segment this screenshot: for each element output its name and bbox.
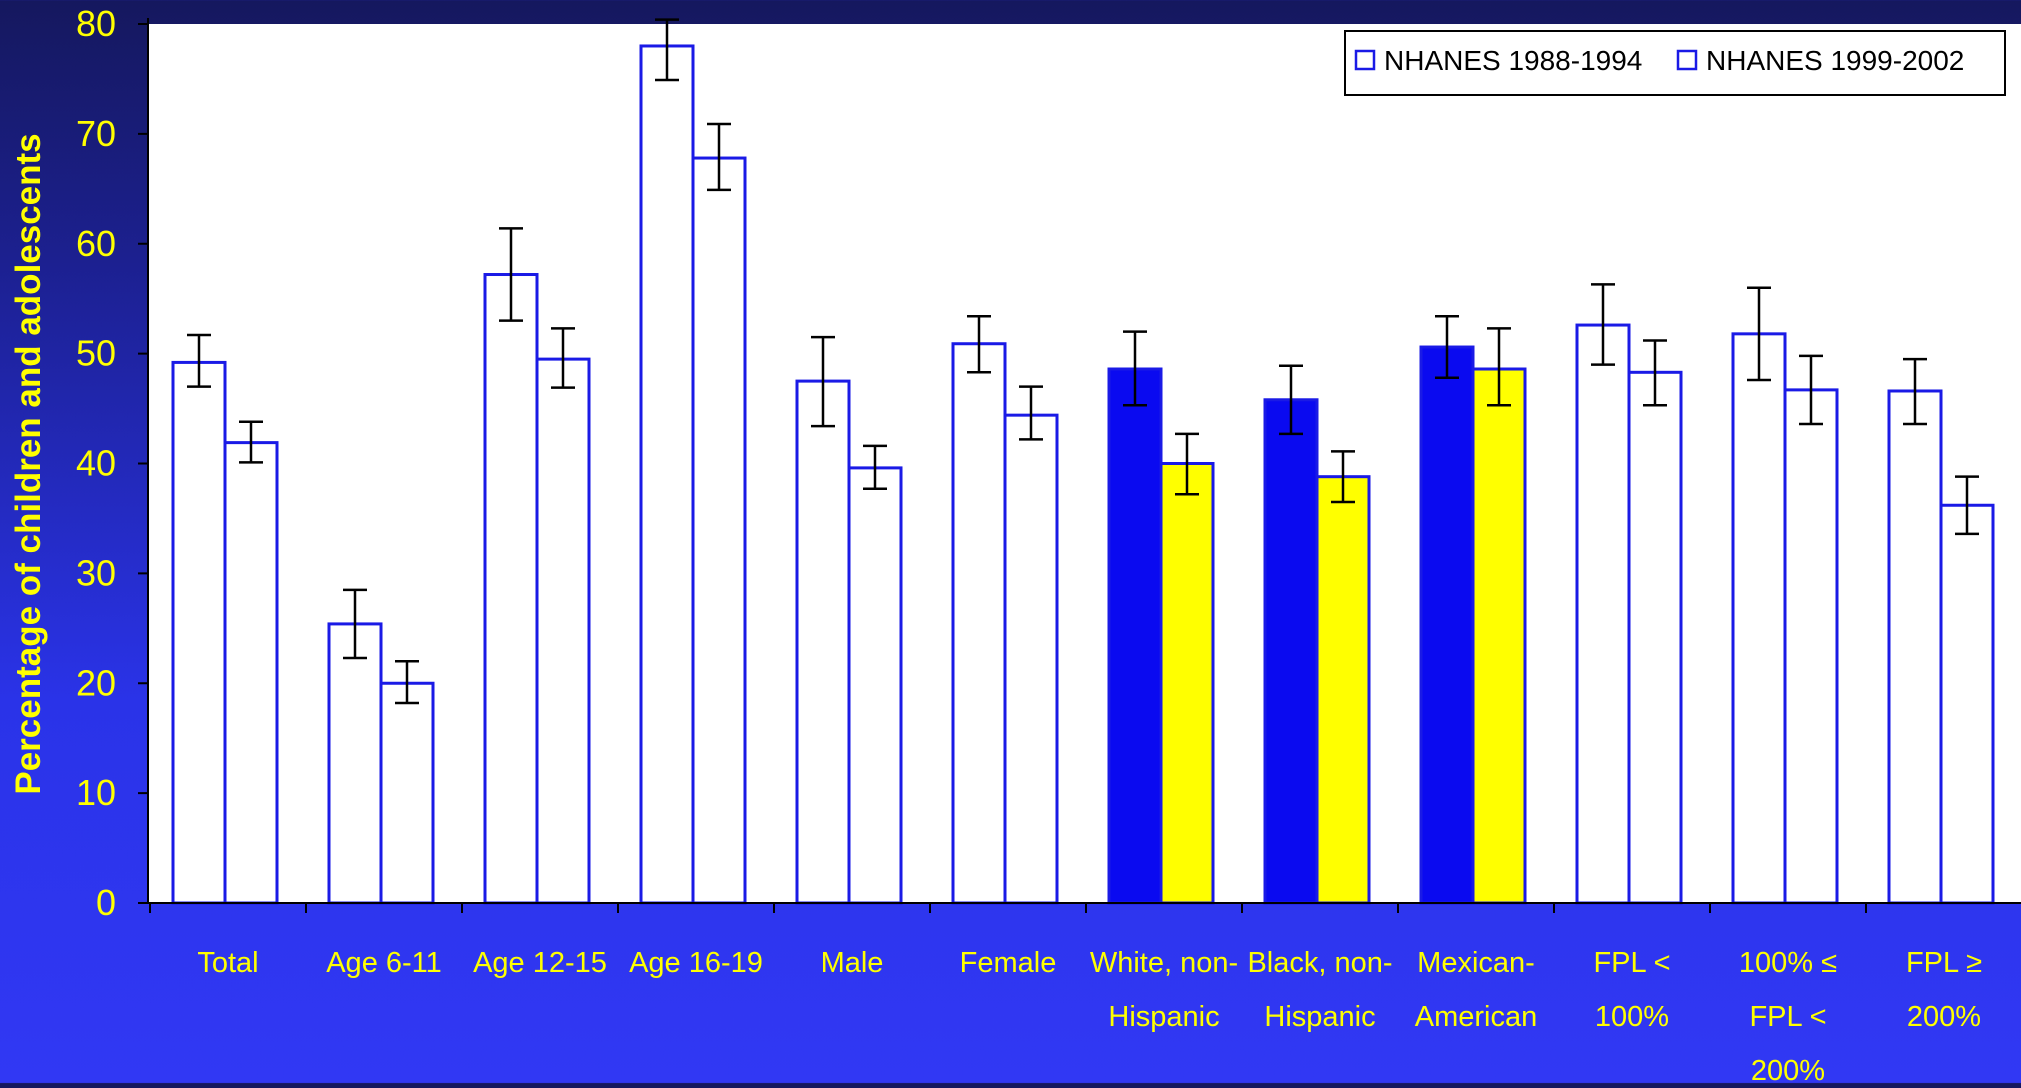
legend-swatch [1676, 49, 1698, 71]
bar-1988-1994 [795, 379, 851, 905]
x-tick-label-line: 200% [1907, 1001, 1981, 1033]
y-axis-label: Percentage of children and adolescents [9, 133, 48, 794]
legend-label: NHANES 1999-2002 [1706, 45, 1964, 76]
bar-1988-1994 [951, 342, 1007, 905]
bar-1999-2002 [1627, 370, 1683, 905]
x-tick-label: Age 12-15 [473, 947, 607, 979]
y-tick-label: 10 [76, 772, 116, 813]
x-tick-label-line: American [1415, 1001, 1538, 1033]
y-tick-label: 50 [76, 333, 116, 374]
x-tick-label: Age 6-11 [326, 947, 442, 979]
x-tick-label-line: Mexican- [1417, 947, 1535, 979]
y-tick-label: 30 [76, 552, 116, 593]
bar-1999-2002 [1783, 388, 1839, 905]
x-tick-label-line: Hispanic [1108, 1001, 1219, 1033]
bar-1999-2002 [847, 466, 903, 905]
legend-swatch [1354, 49, 1376, 71]
bar-1988-1994 [171, 360, 227, 905]
x-tick-label: FPL < 100% [1593, 947, 1670, 1033]
bar-1988-1994 [1575, 323, 1631, 905]
plot-area [148, 24, 2021, 903]
x-axis: Total Age 6-11 Age 12-15 Age 16-19 Male Femal… [148, 902, 2021, 1087]
bars [171, 44, 1995, 905]
x-tick-label-line: Age 16-19 [629, 947, 763, 979]
bar-1999-2002 [1471, 367, 1527, 905]
x-tick-label: Male [821, 947, 884, 979]
x-tick-label-line: Hispanic [1264, 1001, 1375, 1033]
bar-1999-2002 [535, 357, 591, 905]
bar-1999-2002 [1939, 503, 1995, 905]
x-tick-label: Total [197, 947, 258, 979]
bar-1988-1994 [1887, 389, 1943, 905]
y-tick-label: 80 [76, 3, 116, 44]
bar-1988-1994 [1263, 398, 1319, 905]
bar-1988-1994 [639, 44, 695, 905]
bar-1988-1994 [327, 622, 383, 905]
error-bars [187, 18, 1979, 705]
x-tick-label-line: Male [821, 947, 884, 979]
x-tick-label: Age 16-19 [629, 947, 763, 979]
x-tick-label: Female [960, 947, 1057, 979]
y-tick-label: 60 [76, 223, 116, 264]
x-tick-label-line: Age 6-11 [326, 947, 442, 979]
legend-label: NHANES 1988-1994 [1384, 45, 1642, 76]
y-tick-label: 20 [76, 662, 116, 703]
x-tick-label-line: Age 12-15 [473, 947, 607, 979]
x-tick-label-line: 100% [1595, 1001, 1669, 1033]
x-tick-label-line: FPL < [1749, 1001, 1826, 1033]
bar-1988-1994 [483, 273, 539, 905]
x-tick-label-line: FPL < [1593, 947, 1670, 979]
x-tick-label-line: 200% [1751, 1055, 1825, 1083]
legend-box [1344, 30, 2006, 96]
bar-1999-2002 [379, 681, 435, 905]
x-tick-label: 100% ≤ FPL < 200% [1739, 947, 1837, 1083]
legend: NHANES 1988-1994 NHANES 1999-2002 [1344, 30, 2006, 96]
x-tick-label: Black, non- Hispanic [1247, 947, 1392, 1033]
x-tick-label-line: White, non- [1090, 947, 1238, 979]
bar-1999-2002 [1315, 475, 1371, 905]
bar-1988-1994 [1731, 332, 1787, 905]
bar-1999-2002 [1003, 413, 1059, 905]
bar-1988-1994 [1419, 345, 1475, 905]
y-tick-label: 40 [76, 443, 116, 484]
x-tick-label-line: 100% ≤ [1739, 947, 1837, 979]
x-tick-label: FPL ≥ 200% [1906, 947, 1982, 1033]
bar-1999-2002 [223, 441, 279, 905]
x-tick-label-line: Black, non- [1247, 947, 1392, 979]
x-tick-label-line: FPL ≥ [1906, 947, 1982, 979]
bar-1999-2002 [1159, 462, 1215, 905]
y-tick-label: 0 [96, 882, 116, 923]
bar-1988-1994 [1107, 367, 1163, 905]
x-tick-label: Mexican- American [1415, 947, 1538, 1033]
x-tick-label: White, non- Hispanic [1090, 947, 1238, 1033]
x-tick-label-line: Total [197, 947, 258, 979]
y-tick-label: 70 [76, 113, 116, 154]
x-tick-label-line: Female [960, 947, 1057, 979]
y-axis: 0 10 20 30 40 50 60 70 80 [76, 3, 149, 923]
bar-1999-2002 [691, 156, 747, 905]
